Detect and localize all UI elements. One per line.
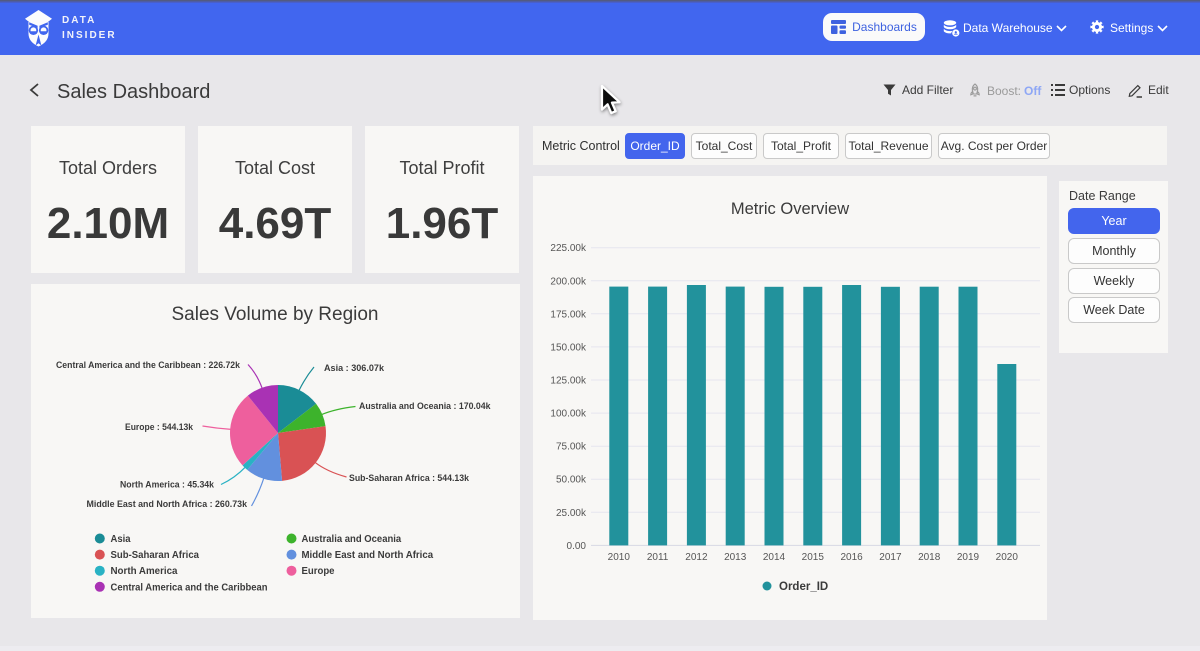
svg-text:Australia and Oceania: Australia and Oceania <box>302 534 402 545</box>
svg-text:Central America and the Caribb: Central America and the Caribbean : 226.… <box>56 360 241 370</box>
svg-text:2017: 2017 <box>879 552 902 563</box>
svg-text:100.00k: 100.00k <box>550 409 587 420</box>
svg-text:2012: 2012 <box>685 552 708 563</box>
svg-text:Metric Overview: Metric Overview <box>731 200 849 218</box>
svg-text:200.00k: 200.00k <box>550 276 587 287</box>
svg-text:Asia : 306.07k: Asia : 306.07k <box>324 363 385 373</box>
svg-text:2016: 2016 <box>840 552 863 563</box>
svg-text:0.00: 0.00 <box>567 541 587 552</box>
svg-text:50.00k: 50.00k <box>556 475 587 486</box>
svg-text:2011: 2011 <box>647 552 669 563</box>
svg-text:Europe : 544.13k: Europe : 544.13k <box>125 422 194 432</box>
svg-text:2020: 2020 <box>996 552 1019 563</box>
svg-text:175.00k: 175.00k <box>550 309 587 320</box>
svg-text:2010: 2010 <box>608 552 631 563</box>
svg-text:Sub-Saharan Africa: Sub-Saharan Africa <box>111 550 200 561</box>
svg-text:25.00k: 25.00k <box>556 508 587 519</box>
svg-text:North America: North America <box>111 566 179 577</box>
svg-text:225.00k: 225.00k <box>550 243 587 254</box>
svg-text:75.00k: 75.00k <box>556 442 587 453</box>
svg-text:Order_ID: Order_ID <box>779 581 828 593</box>
svg-text:Central America and the Caribb: Central America and the Caribbean <box>111 582 268 593</box>
svg-text:2015: 2015 <box>802 552 825 563</box>
svg-text:2014: 2014 <box>763 552 786 563</box>
svg-text:Europe: Europe <box>302 566 336 577</box>
svg-text:2018: 2018 <box>918 552 941 563</box>
svg-text:North America : 45.34k: North America : 45.34k <box>120 480 215 490</box>
svg-text:Asia: Asia <box>111 534 132 545</box>
svg-text:150.00k: 150.00k <box>550 342 587 353</box>
svg-text:2013: 2013 <box>724 552 747 563</box>
svg-text:Sales Volume by Region: Sales Volume by Region <box>171 304 378 325</box>
svg-text:125.00k: 125.00k <box>550 376 587 387</box>
svg-text:2019: 2019 <box>957 552 980 563</box>
svg-text:Sub-Saharan Africa : 544.13k: Sub-Saharan Africa : 544.13k <box>349 473 470 483</box>
svg-text:Australia and Oceania : 170.04: Australia and Oceania : 170.04k <box>359 401 491 411</box>
svg-text:Middle East and North Africa: Middle East and North Africa <box>302 550 434 561</box>
svg-text:Middle East and North Africa :: Middle East and North Africa : 260.73k <box>87 499 248 509</box>
